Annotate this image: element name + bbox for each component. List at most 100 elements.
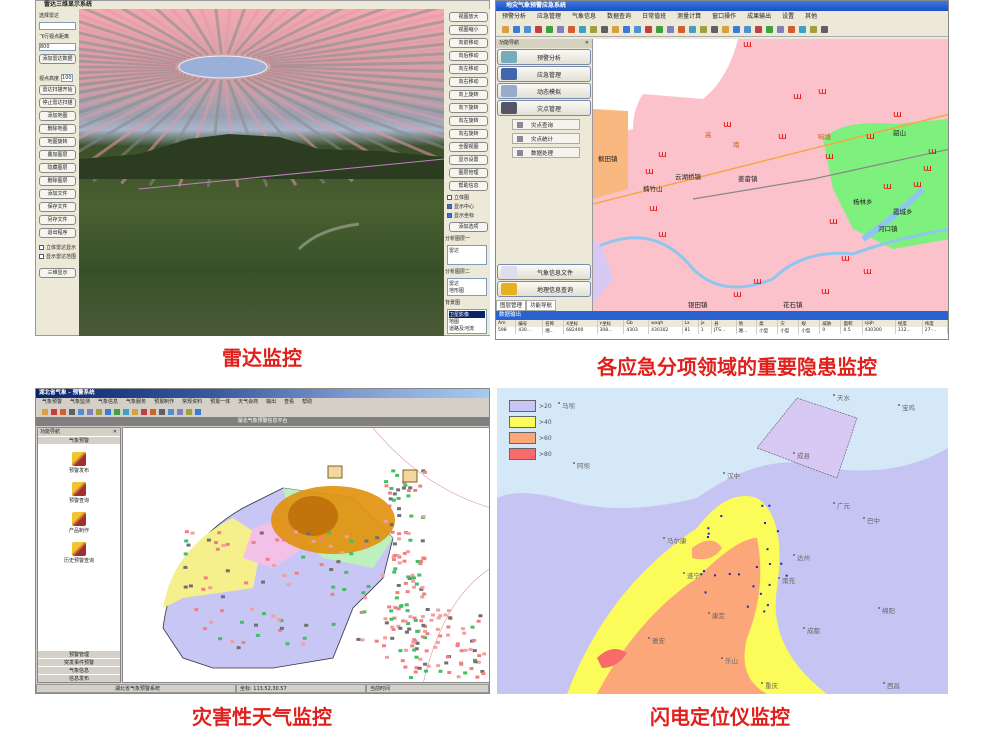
toolbar-icon[interactable] <box>568 25 575 33</box>
menu-item[interactable]: 气象监测 <box>70 399 91 405</box>
tab-layer-management[interactable]: 图层管理 <box>496 300 527 311</box>
column-header[interactable]: sjqh <box>862 320 896 327</box>
weather-map[interactable] <box>122 427 489 685</box>
column-header[interactable]: 地 <box>736 320 758 327</box>
column-header[interactable]: X坐标 <box>563 320 598 327</box>
side-group[interactable]: 气象信息 <box>38 666 120 674</box>
table-row[interactable]: 598 430... 湘... 682400 308... 4303 430302 81 1 JT… <box>496 327 948 334</box>
close-icon[interactable]: ✕ <box>584 40 589 46</box>
toolbar-icon[interactable] <box>546 25 553 33</box>
apply-options-button[interactable]: 添加选项 <box>449 222 488 232</box>
option-checkbox[interactable]: 立体图 <box>447 194 487 201</box>
menu-item[interactable]: 输出 <box>266 399 277 405</box>
toolbar-icon[interactable] <box>766 25 773 33</box>
toolbar-icon[interactable] <box>579 25 586 33</box>
toolbar-icon[interactable] <box>150 409 156 415</box>
toolbar-icon[interactable] <box>114 409 120 415</box>
group3-list[interactable]: 卫星影像 地图 道路及河流 <box>447 309 487 334</box>
toolbar-icon[interactable] <box>777 25 784 33</box>
left-button[interactable]: 雷达扫描开始 <box>39 85 76 95</box>
menu-item[interactable]: 数据查询 <box>607 13 632 20</box>
option-checkbox[interactable]: 显示坐标 <box>447 212 487 219</box>
toolbar-icon[interactable] <box>623 25 630 33</box>
toolbar-icon[interactable] <box>711 25 718 33</box>
menu-item[interactable]: 设置 <box>782 13 795 20</box>
bottom-nav-button[interactable]: 地理信息查询 <box>497 281 591 297</box>
left-button[interactable]: 另存文件 <box>39 215 76 225</box>
left-button[interactable]: 添加文件 <box>39 189 76 199</box>
menu-item[interactable]: 帮助 <box>302 399 313 405</box>
3d-radar-view[interactable] <box>79 9 444 336</box>
right-button[interactable]: 向左移动 <box>449 64 488 74</box>
right-button[interactable]: 向上旋转 <box>449 90 488 100</box>
close-icon[interactable]: ✕ <box>112 429 117 435</box>
toolbar-icon[interactable] <box>123 409 129 415</box>
right-button[interactable]: 向右旋转 <box>449 129 488 139</box>
right-button[interactable]: 全图视图 <box>449 142 488 152</box>
group2-list[interactable]: 雷达 地形图 <box>447 278 487 296</box>
menu-item[interactable]: 气象信息 <box>572 13 597 20</box>
column-header[interactable]: 经度 <box>895 320 923 327</box>
3d-display-button[interactable]: 三维显示 <box>39 268 76 278</box>
sub-button[interactable]: 数据处理 <box>512 147 580 158</box>
column-header[interactable]: wxqh <box>648 320 683 327</box>
column-header[interactable]: 面积 <box>840 320 863 327</box>
column-header[interactable]: 县 <box>711 320 737 327</box>
toolbar-icon[interactable] <box>69 409 75 415</box>
toolbar-icon[interactable] <box>524 25 531 33</box>
toolbar-icon[interactable] <box>513 25 520 33</box>
checkbox-radar-range[interactable]: 显示雷达范围 <box>39 253 76 260</box>
column-header[interactable]: Gb <box>623 320 650 327</box>
right-button[interactable]: 帮助信息 <box>449 181 488 191</box>
left-button[interactable]: 叠加图层 <box>39 150 76 160</box>
right-button[interactable]: 图层管理 <box>449 168 488 178</box>
toolbar-icon[interactable] <box>821 25 828 33</box>
toolbar-icon[interactable] <box>689 25 696 33</box>
toolbar-icon[interactable] <box>502 25 509 33</box>
radar-select[interactable] <box>39 22 76 30</box>
toolbar-icon[interactable] <box>42 409 48 415</box>
toolbar-icon[interactable] <box>168 409 174 415</box>
option-checkbox[interactable]: 显示中心 <box>447 203 487 210</box>
toolbar-icon[interactable] <box>744 25 751 33</box>
distance-input[interactable]: 800 <box>39 43 76 51</box>
right-button[interactable]: 向前移动 <box>449 38 488 48</box>
right-button[interactable]: 向右移动 <box>449 77 488 87</box>
menu-item[interactable]: 查看 <box>284 399 295 405</box>
side-item[interactable]: 预警查询 <box>38 482 120 504</box>
menu-item[interactable]: 气象服务 <box>126 399 147 405</box>
nav-button[interactable]: 应急管理 <box>497 66 591 82</box>
column-header[interactable]: 名称 <box>542 320 565 327</box>
toolbar-icon[interactable] <box>788 25 795 33</box>
menu-item[interactable]: 应急管理 <box>537 13 562 20</box>
toolbar-icon[interactable] <box>667 25 674 33</box>
column-header[interactable]: 编号 <box>515 320 544 327</box>
left-button[interactable]: 隐藏图层 <box>39 163 76 173</box>
column-header[interactable]: Y坐标 <box>597 320 625 327</box>
column-header[interactable]: jx <box>698 320 713 327</box>
menu-item[interactable]: 日常值班 <box>642 13 667 20</box>
side-item[interactable]: 历史预警查询 <box>38 542 120 564</box>
column-header[interactable]: 威胁 <box>819 320 842 327</box>
menu-item[interactable]: 测量计算 <box>677 13 702 20</box>
left-button[interactable]: 退出程序 <box>39 228 76 238</box>
side-group[interactable]: 信息发布 <box>38 674 120 682</box>
tab-function-nav[interactable]: 功能导航 <box>526 300 557 311</box>
lightning-map[interactable]: 马坝 天水 宝鸡 成县 汉中 广元 巴中 达州 南充 绵阳 成都 遂宁 雅安 乐山 重庆 西昌 马尔康 康定 阿坝 … <box>497 388 948 694</box>
menu-item[interactable]: 天气会商 <box>238 399 259 405</box>
toolbar-icon[interactable] <box>96 409 102 415</box>
menu-item[interactable]: 预报制作 <box>154 399 175 405</box>
side-group[interactable]: 预警管理 <box>38 650 120 658</box>
toolbar-icon[interactable] <box>141 409 147 415</box>
toolbar-icon[interactable] <box>177 409 183 415</box>
toolbar-icon[interactable] <box>678 25 685 33</box>
menu-item[interactable]: 气象信息 <box>98 399 119 405</box>
right-button[interactable]: 向左旋转 <box>449 116 488 126</box>
sub-button[interactable]: 灾点统计 <box>512 133 580 144</box>
toolbar-icon[interactable] <box>810 25 817 33</box>
side-group[interactable]: 突发事件预警 <box>38 658 120 666</box>
toolbar-icon[interactable] <box>159 409 165 415</box>
toolbar-icon[interactable] <box>612 25 619 33</box>
add-radar-data-button[interactable]: 添加雷达数据 <box>39 54 76 64</box>
